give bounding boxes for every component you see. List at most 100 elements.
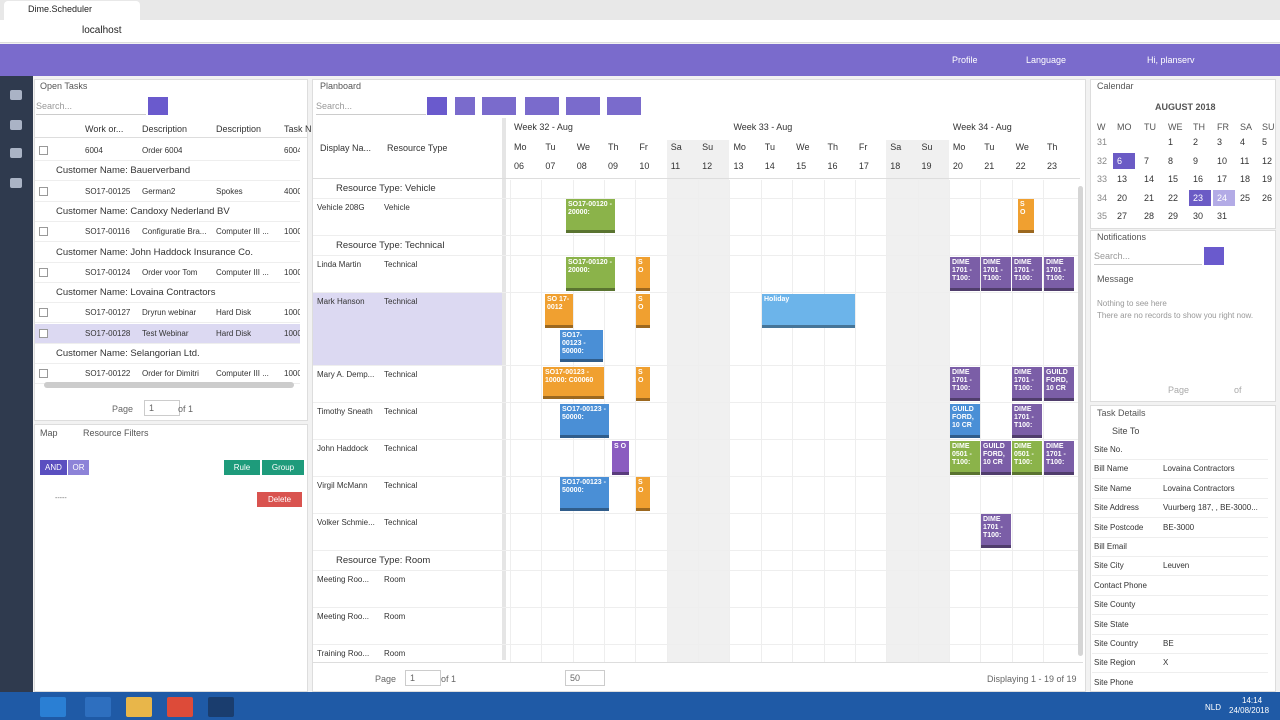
sidebar-icon[interactable] — [10, 148, 22, 158]
task-row[interactable] — [35, 303, 300, 324]
pager-input[interactable]: 1 — [405, 670, 441, 686]
search-input[interactable]: Search... — [36, 97, 146, 115]
calendar-day[interactable]: 27 — [1117, 211, 1128, 221]
appointment[interactable]: SO17-00120 - 20000: — [566, 199, 615, 233]
calendar-day[interactable]: 6 — [1117, 155, 1123, 166]
appointment[interactable]: DIME 1701 - T100: — [1044, 441, 1074, 475]
sidebar-icon[interactable] — [10, 90, 22, 100]
search-button[interactable] — [148, 97, 168, 115]
calendar-day[interactable]: 26 — [1262, 192, 1273, 203]
taskbar-app[interactable] — [85, 697, 111, 717]
and-button[interactable]: AND — [40, 460, 67, 475]
appointment[interactable]: GUILD FORD, 10 CR — [1044, 367, 1074, 401]
calendar-day[interactable]: 28 — [1144, 211, 1155, 221]
task-row[interactable] — [35, 344, 300, 364]
user-menu[interactable]: Hi, planserv — [1147, 55, 1195, 65]
task-row[interactable] — [35, 243, 300, 263]
url[interactable]: localhost — [82, 25, 122, 36]
appointment[interactable]: DIME 0501 - T100: — [950, 441, 980, 475]
profile-menu[interactable]: Profile — [952, 55, 978, 65]
language-menu[interactable]: Language — [1026, 55, 1067, 65]
calendar-day[interactable]: 2 — [1193, 137, 1199, 147]
calendar-day[interactable]: 12 — [1262, 155, 1273, 166]
pager-input[interactable]: 1 — [144, 400, 180, 416]
checkbox[interactable] — [39, 146, 48, 155]
appointment[interactable]: SO17-00123 - 50000: — [560, 404, 609, 438]
appointment[interactable]: DIME 1701 - T100: — [950, 367, 980, 401]
appointment[interactable]: DIME 1701 - T100: — [1012, 257, 1042, 291]
calendar-day[interactable]: 18 — [1240, 174, 1251, 184]
task-row[interactable] — [35, 283, 300, 304]
calendar-day[interactable]: 29 — [1168, 211, 1179, 221]
task-row[interactable] — [35, 202, 300, 222]
appointment[interactable]: S O — [636, 477, 650, 511]
field-select[interactable]: ----- — [55, 495, 67, 502]
appointment[interactable]: DIME 1701 - T100: — [950, 257, 980, 291]
sidebar-icon[interactable] — [10, 120, 22, 130]
calendar-day[interactable]: 1 — [1168, 137, 1174, 147]
checkbox[interactable] — [39, 369, 48, 379]
task-row[interactable] — [35, 323, 300, 344]
appointment[interactable]: S O — [1018, 199, 1034, 233]
toolbar-button[interactable] — [566, 97, 600, 115]
appointment[interactable]: DIME 1701 - T100: — [1012, 404, 1042, 438]
appointment[interactable]: DIME 1701 - T100: — [981, 514, 1011, 548]
calendar-day[interactable]: 8 — [1168, 155, 1174, 166]
taskbar-app[interactable] — [167, 697, 193, 717]
search-button[interactable] — [1204, 247, 1224, 265]
calendar-day[interactable]: 25 — [1240, 192, 1251, 203]
calendar-day[interactable]: 9 — [1193, 155, 1199, 166]
filter-tab[interactable]: Resource Filters — [83, 428, 149, 438]
task-row[interactable] — [35, 161, 300, 182]
toolbar-button[interactable] — [455, 97, 475, 115]
checkbox[interactable] — [39, 186, 48, 196]
appointment[interactable]: Holiday — [762, 294, 855, 328]
calendar-day[interactable]: 30 — [1193, 211, 1204, 221]
search-input[interactable]: Search... — [316, 97, 426, 115]
appointment[interactable]: SO17-00120 - 20000: — [566, 257, 615, 291]
toolbar-button[interactable] — [482, 97, 516, 115]
appointment[interactable]: DIME 1701 - T100: — [1044, 257, 1074, 291]
appointment[interactable]: DIME 1701 - T100: — [981, 257, 1011, 291]
checkbox[interactable] — [39, 308, 48, 318]
appointment[interactable]: GUILD FORD, 10 CR — [981, 441, 1011, 475]
appointment[interactable]: S O — [636, 367, 650, 401]
page-size[interactable]: 50 — [565, 670, 605, 686]
appointment[interactable]: SO17-00123 - 50000: — [560, 330, 603, 362]
checkbox[interactable] — [39, 267, 48, 277]
calendar-day[interactable]: 20 — [1117, 192, 1128, 203]
search-input[interactable]: Search... — [1094, 247, 1202, 265]
toolbar-button[interactable] — [525, 97, 559, 115]
sidebar-icon[interactable] — [10, 178, 22, 188]
task-row[interactable] — [35, 263, 300, 283]
or-button[interactable]: OR — [68, 460, 89, 475]
calendar-day[interactable]: 17 — [1217, 174, 1228, 184]
calendar-day[interactable]: 3 — [1217, 137, 1223, 147]
search-button[interactable] — [427, 97, 447, 115]
checkbox[interactable] — [39, 227, 48, 237]
tab-title[interactable]: Dime.Scheduler — [28, 4, 93, 14]
appointment[interactable]: SO17-00123 - 50000: — [560, 477, 609, 511]
calendar-day[interactable]: 11 — [1240, 155, 1250, 166]
task-row[interactable] — [35, 141, 300, 161]
taskbar-app[interactable] — [40, 697, 66, 717]
calendar-day[interactable]: 5 — [1262, 137, 1268, 147]
calendar-day[interactable]: 7 — [1144, 155, 1150, 166]
taskbar-app[interactable] — [208, 697, 234, 717]
rule-button[interactable]: Rule — [224, 460, 260, 475]
calendar-day[interactable]: 15 — [1168, 174, 1179, 184]
appointment[interactable]: S O — [636, 257, 650, 291]
task-row[interactable] — [35, 182, 300, 202]
filter-tab[interactable]: Map — [40, 428, 58, 438]
calendar-day[interactable]: 24 — [1217, 192, 1228, 203]
calendar-day[interactable]: 4 — [1240, 137, 1246, 147]
appointment[interactable]: GUILD FORD, 10 CR — [950, 404, 980, 438]
task-row[interactable] — [35, 222, 300, 243]
appointment[interactable]: DIME 0501 - T100: — [1012, 441, 1042, 475]
appointment[interactable]: SO 17-0012 — [545, 294, 573, 328]
toolbar-button[interactable] — [607, 97, 641, 115]
appointment[interactable]: SO17-00123 - 10000: C00060 — [543, 367, 604, 399]
calendar-day[interactable]: 31 — [1217, 211, 1228, 221]
appointment[interactable]: DIME 1701 - T100: — [1012, 367, 1042, 401]
calendar-day[interactable]: 23 — [1193, 192, 1204, 203]
